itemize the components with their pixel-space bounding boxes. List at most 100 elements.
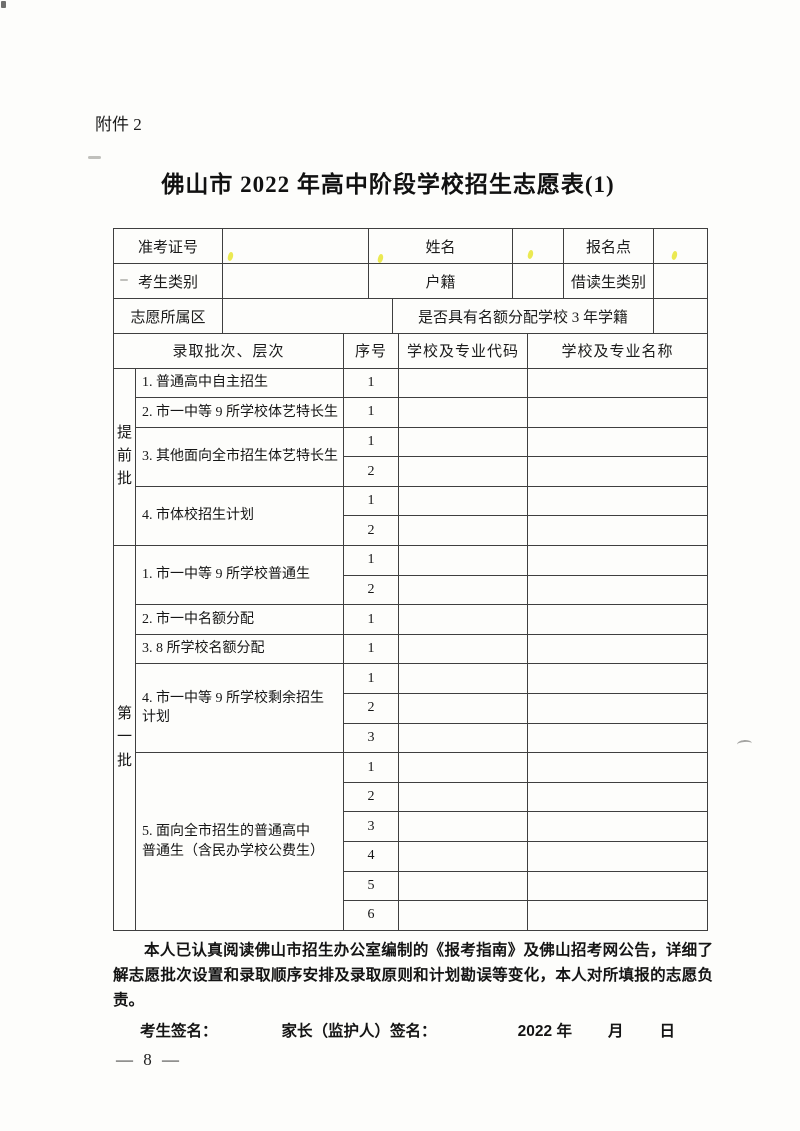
district-value-cell (222, 298, 393, 334)
name-value-cell (527, 633, 709, 665)
seq-cell: 1 (343, 752, 400, 783)
header-batch-level: 录取批次、层次 (112, 332, 345, 369)
item-label: 4. 市体校招生计划 (134, 485, 345, 547)
seq-cell: 1 (343, 397, 400, 428)
seq-cell: 2 (343, 515, 400, 547)
seq-cell: 3 (343, 811, 400, 842)
table-row: 提前批 1. 普通高中自主招生 1 (113, 367, 709, 547)
table-row: 3 (114, 722, 709, 754)
scan-dash (88, 156, 101, 159)
scan-dash (120, 279, 128, 281)
seq-cell: 5 (343, 870, 400, 902)
item-label: 3. 其他面向全市招生体艺特长生 (134, 426, 345, 487)
code-value-cell (398, 900, 529, 931)
name-value-cell (527, 574, 709, 606)
table-row: 3 (114, 811, 709, 842)
declaration-text: 本人已认真阅读佛山市招生办公室编制的《报考指南》及佛山招考网公告，详细了解志愿批… (113, 941, 713, 1009)
seq-cell: 4 (343, 841, 400, 872)
header-name: 学校及专业名称 (527, 332, 709, 369)
code-value-cell (398, 456, 529, 487)
date-month-label: 月 (607, 1022, 624, 1040)
code-value-cell (398, 426, 529, 458)
code-value-cell (398, 693, 529, 724)
name-value-cell (527, 485, 709, 517)
table-row: 5. 面向全市招生的普通高中 普通生（含民办学校公费生） 1 (114, 752, 709, 931)
name-value-cell (527, 693, 709, 724)
candidate-type-label: 考生类别 (113, 263, 223, 299)
date-line: 2022 年 月 日 (518, 1019, 713, 1041)
date-day-label: 日 (659, 1022, 675, 1040)
table-row: 6 (114, 900, 709, 931)
code-value-cell (398, 485, 529, 517)
table-row: 第一批 1. 市一中等 9 所学校普通生 1 (113, 545, 709, 931)
name-value-cell (527, 781, 709, 813)
name-value-cell (527, 604, 709, 635)
name-value-cell (527, 811, 709, 842)
first-batch-label: 第一批 (113, 545, 136, 931)
item-label: 5. 面向全市招生的普通高中 普通生（含民办学校公费生） (134, 752, 345, 931)
signature-row: 考生签名： 家长（监护人）签名： 2022 年 月 日 (113, 1018, 713, 1042)
code-value-cell (398, 781, 529, 813)
code-value-cell (398, 752, 529, 783)
table-row: 2. 市一中等 9 所学校体艺特长生 1 (114, 397, 709, 428)
code-value-cell (398, 663, 529, 695)
info-row-exam-no: 准考证号 姓名 报名点 (113, 228, 709, 264)
table-row: 2 (114, 781, 709, 813)
table-row: 3. 8 所学校名额分配 1 (114, 633, 709, 665)
seq-cell: 1 (343, 426, 400, 458)
name-value-cell (512, 228, 565, 264)
household-label: 户籍 (367, 263, 514, 299)
code-value-cell (398, 545, 529, 576)
code-value-cell (398, 633, 529, 665)
seq-cell: 2 (343, 574, 400, 606)
item-label: 1. 普通高中自主招生 (134, 367, 345, 399)
candidate-info-table: 准考证号 姓名 报名点 考生类别 户籍 借读生类别 志愿所属区 是否具有名额分配… (113, 228, 709, 334)
preference-table: 录取批次、层次 序号 学校及专业代码 学校及专业名称 提前批 1. 普通高中自主… (112, 332, 709, 931)
seq-cell: 1 (343, 485, 400, 517)
seq-cell: 2 (343, 693, 400, 724)
code-value-cell (398, 811, 529, 842)
name-value-cell (527, 426, 709, 458)
name-value-cell (527, 397, 709, 428)
seq-cell: 2 (343, 781, 400, 813)
info-row-district: 志愿所属区 是否具有名额分配学校 3 年学籍 (113, 298, 709, 334)
name-value-cell (527, 515, 709, 547)
code-value-cell (398, 722, 529, 754)
code-value-cell (398, 367, 529, 399)
seq-cell: 1 (343, 604, 400, 635)
code-value-cell (398, 397, 529, 428)
name-value-cell (527, 900, 709, 931)
name-value-cell (527, 545, 709, 576)
form-area: 准考证号 姓名 报名点 考生类别 户籍 借读生类别 志愿所属区 是否具有名额分配… (112, 228, 709, 931)
guardian-signature-label: 家长（监护人）签名： (281, 1022, 437, 1040)
table-row: 2 (114, 574, 709, 606)
attachment-label: 附件 2 (95, 115, 142, 134)
date-year-label: 2022 年 (517, 1022, 572, 1040)
name-value-cell (527, 841, 709, 872)
item-label: 1. 市一中等 9 所学校普通生 (134, 545, 345, 606)
name-label: 姓名 (367, 228, 514, 264)
candidate-signature-label: 考生签名： (140, 1022, 218, 1040)
exam-no-label: 准考证号 (113, 228, 223, 264)
page-number: — 8 — (116, 1050, 182, 1069)
code-value-cell (398, 515, 529, 547)
name-value-cell (527, 752, 709, 783)
reg-point-value-cell (653, 228, 709, 264)
reg-point-label: 报名点 (563, 228, 655, 264)
seq-cell: 6 (343, 900, 400, 931)
page-title: 佛山市 2022 年高中阶段学校招生志愿表(1) (161, 172, 615, 197)
seq-cell: 1 (343, 663, 400, 695)
table-row: 4. 市一中等 9 所学校剩余招生 计划 1 (114, 663, 709, 754)
name-value-cell (527, 663, 709, 695)
district-label: 志愿所属区 (113, 298, 223, 334)
code-value-cell (398, 604, 529, 635)
early-batch-label: 提前批 (113, 367, 136, 547)
table-row: 5 (114, 870, 709, 902)
code-value-cell (398, 841, 529, 872)
borrow-type-value-cell (653, 263, 709, 299)
item-label: 4. 市一中等 9 所学校剩余招生 计划 (134, 663, 345, 754)
seq-cell: 1 (343, 367, 400, 399)
code-value-cell (398, 574, 529, 606)
scan-tilde (736, 739, 753, 749)
